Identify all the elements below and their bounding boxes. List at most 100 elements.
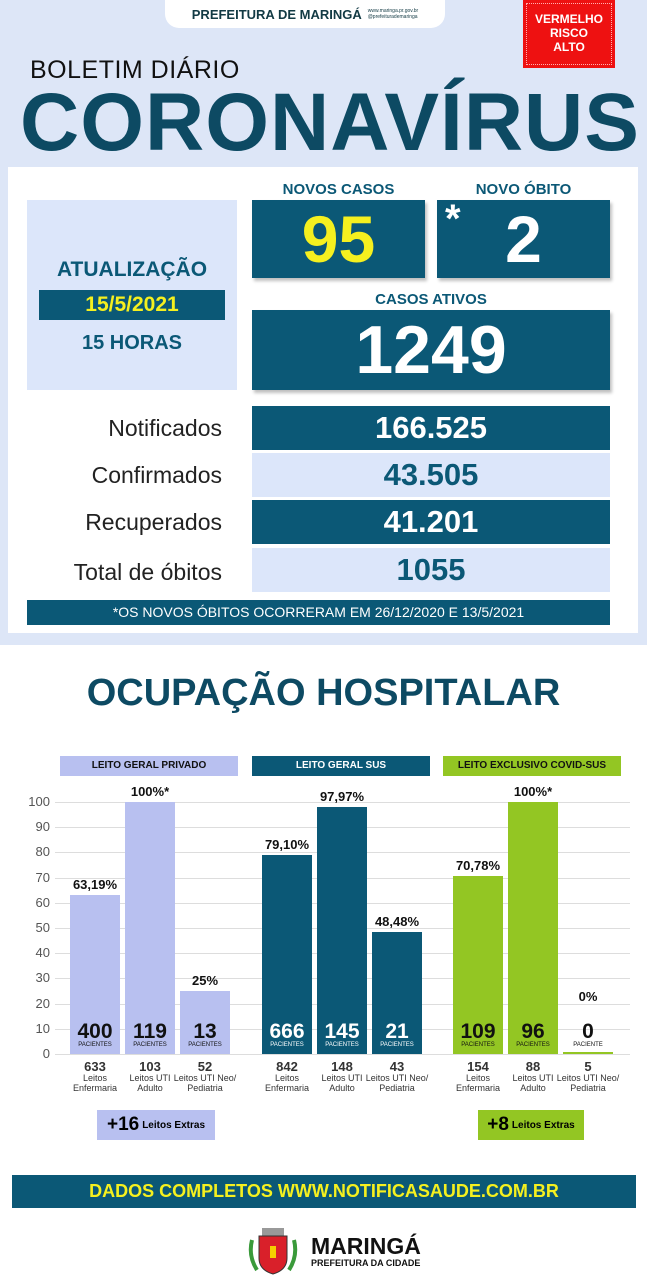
percent-label: 100%* <box>513 784 553 799</box>
risk-line: RISCO <box>549 26 588 40</box>
percent-label: 100%* <box>130 784 170 799</box>
bed-count: 154 <box>467 1059 489 1074</box>
asterisk: * <box>445 197 461 241</box>
stat-value: 1055 <box>252 548 610 592</box>
y-tick-label: 30 <box>35 970 50 986</box>
y-tick-label: 0 <box>42 1046 50 1061</box>
bed-label: 43 Leitos UTI Neo/ Pediatria <box>365 1060 429 1093</box>
bed-type: Leitos UTI Neo/ Pediatria <box>173 1073 237 1093</box>
y-tick-label: 60 <box>35 894 50 910</box>
bed-label: 842 Leitos Enfermaria <box>255 1060 319 1093</box>
bed-label: 103 Leitos UTI Adulto <box>118 1060 182 1093</box>
bar <box>70 894 120 1054</box>
patients-count: 13 <box>193 1020 217 1043</box>
stat-value: 43.505 <box>252 453 610 497</box>
bed-count: 633 <box>84 1059 106 1074</box>
stat-value: 41.201 <box>252 500 610 544</box>
y-tick-label: 70 <box>35 869 50 885</box>
bed-count: 52 <box>197 1059 213 1074</box>
stat-label: Recuperados <box>85 509 222 535</box>
bed-count: 148 <box>331 1059 353 1074</box>
bar <box>180 991 230 1054</box>
occupancy-chart: 100 90 80 70 60 50 40 30 20 10 0 LEITO GERAL PRIVAD… <box>28 756 630 1140</box>
stat-label: Notificados <box>108 415 222 441</box>
bed-count: 43 <box>389 1059 405 1074</box>
bed-type: Leitos Enfermaria <box>455 1073 500 1093</box>
gridline <box>55 1054 630 1055</box>
new-cases-value: 95 <box>252 200 425 278</box>
bed-label: 5 Leitos UTI Neo/ Pediatria <box>556 1060 620 1093</box>
patients-count: 109 <box>460 1020 496 1043</box>
patients-count: 21 <box>385 1020 409 1043</box>
patients-count: 666 <box>269 1020 305 1043</box>
bed-type: Leitos UTI Neo/ Pediatria <box>556 1073 620 1093</box>
bed-count: 842 <box>276 1059 298 1074</box>
bed-label: 633 Leitos Enfermaria <box>63 1060 127 1093</box>
extra-beds-label: Leitos Extras <box>511 1119 575 1131</box>
city-coat-of-arms-icon <box>248 1228 298 1275</box>
stat-label: Confirmados <box>91 462 222 488</box>
patients-label: PACIENTE <box>573 1042 603 1048</box>
bed-count: 103 <box>139 1059 161 1074</box>
extra-beds-count: +8 <box>487 1114 509 1135</box>
extra-beds-count: +16 <box>106 1114 140 1135</box>
city-name: MARINGÁ <box>311 1233 421 1259</box>
y-tick-label: 40 <box>35 945 50 961</box>
patients-label: PACIENTES <box>461 1042 495 1048</box>
site-text: www.maringa.pr.gov.br <box>367 8 419 14</box>
percent-label: 0% <box>578 989 598 1004</box>
y-tick-label: 90 <box>35 819 50 835</box>
bed-count: 5 <box>584 1059 592 1074</box>
bed-label: 52 Leitos UTI Neo/ Pediatria <box>173 1060 237 1093</box>
bulletin-subtitle: BOLETIM DIÁRIO <box>30 56 240 84</box>
patients-label: PACIENTES <box>188 1042 222 1048</box>
group-header: LEITO EXCLUSIVO COVID-SUS <box>443 756 621 776</box>
risk-line: VERMELHO <box>534 12 603 26</box>
patients-count: 119 <box>133 1020 167 1043</box>
extra-beds-badge: +8 Leitos Extras <box>478 1110 584 1140</box>
bed-type: Leitos Enfermaria <box>72 1073 117 1093</box>
percent-label: 79,10% <box>264 836 310 852</box>
group-header: LEITO GERAL SUS <box>252 756 430 776</box>
bed-count: 88 <box>525 1059 541 1074</box>
patients-count: 0 <box>582 1020 594 1043</box>
y-tick-label: 100 <box>28 794 50 809</box>
update-time: 15 HORAS <box>81 332 183 354</box>
bar <box>372 931 422 1054</box>
extra-beds-badge: +16 Leitos Extras <box>97 1110 215 1140</box>
risk-badge: VERMELHO RISCO ALTO <box>523 0 615 68</box>
percent-label: 70,78% <box>455 857 501 873</box>
update-date: 15/5/2021 <box>39 290 225 320</box>
y-tick-label: 50 <box>35 920 50 935</box>
y-tick-label: 20 <box>35 995 50 1011</box>
social-handle: @prefeiturademaringa <box>367 14 418 20</box>
bed-label: 148 Leitos UTI Adulto <box>310 1060 374 1093</box>
stat-value: 166.525 <box>252 406 610 450</box>
prefeitura-tab: PREFEITURA DE MARINGÁ www.maringa.pr.gov… <box>165 0 445 28</box>
bar <box>563 1052 613 1054</box>
data-link[interactable]: DADOS COMPLETOS WWW.NOTIFICASAUDE.COM.BR <box>12 1175 636 1208</box>
footer-logo: MARINGÁ PREFEITURA DA CIDADE <box>245 1226 421 1276</box>
patients-label: PACIENTES <box>133 1042 167 1048</box>
update-box: ATUALIZAÇÃO 15/5/2021 15 HORAS <box>27 200 237 390</box>
bed-label: 154 Leitos Enfermaria <box>446 1060 510 1093</box>
percent-label: 63,19% <box>72 876 118 892</box>
risk-line: ALTO <box>553 40 585 54</box>
bar <box>317 807 367 1054</box>
new-death-value: 2 <box>505 202 542 276</box>
new-cases-label: NOVOS CASOS <box>282 181 395 198</box>
bed-type: Leitos UTI Adulto <box>321 1073 363 1093</box>
bar <box>453 875 503 1054</box>
percent-label: 48,48% <box>374 913 420 929</box>
bar <box>508 802 558 1054</box>
city-subtitle: PREFEITURA DA CIDADE <box>311 1258 421 1268</box>
patients-label: PACIENTES <box>78 1042 112 1048</box>
stat-label: Total de óbitos <box>73 559 222 585</box>
update-label: ATUALIZAÇÃO <box>56 258 208 281</box>
y-tick-label: 10 <box>35 1020 50 1036</box>
new-death-box: * 2 <box>437 197 610 278</box>
page-title: CORONAVÍRUS <box>20 77 640 168</box>
bar <box>262 854 312 1054</box>
extra-beds-label: Leitos Extras <box>142 1119 206 1131</box>
patients-count: 145 <box>324 1020 360 1043</box>
